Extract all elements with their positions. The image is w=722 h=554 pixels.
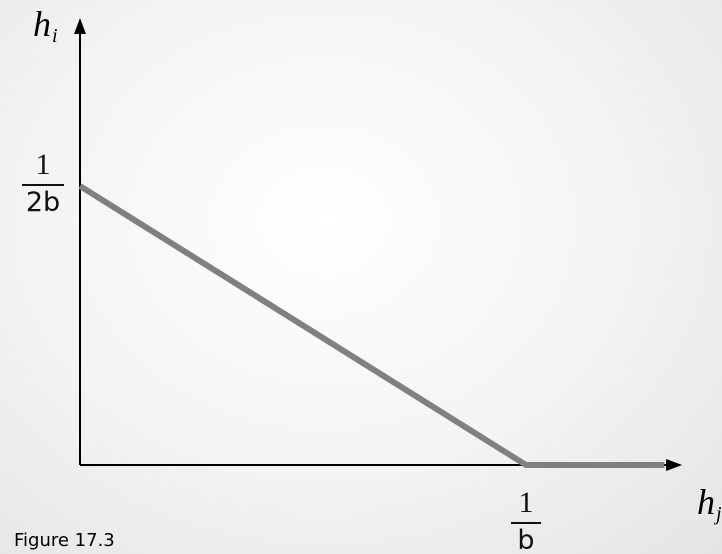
x-tick-denominator: b [517,525,535,554]
x-axis-label: hj [697,484,722,524]
y-tick-label: 1 2b [22,150,64,216]
y-tick-numerator: 1 [35,148,51,181]
x-tick-numerator: 1 [518,486,534,519]
axes [74,18,683,471]
x-axis-label-base: h [697,482,715,522]
y-axis-arrow [74,18,86,34]
x-tick-label: 1 b [511,488,541,554]
y-axis-label: hi [33,6,58,46]
y-axis-label-sub: i [52,25,58,47]
x-axis-label-sub: j [716,503,722,525]
y-axis-label-base: h [33,4,51,44]
figure-caption: Figure 17.3 [14,530,115,551]
y-tick-denominator: 2b [25,187,61,218]
x-tick-fraction-bar [511,522,541,524]
series-line-0 [78,183,665,468]
series-layer [78,183,665,468]
y-tick-fraction-bar [22,184,64,186]
x-axis-arrow [666,459,683,471]
